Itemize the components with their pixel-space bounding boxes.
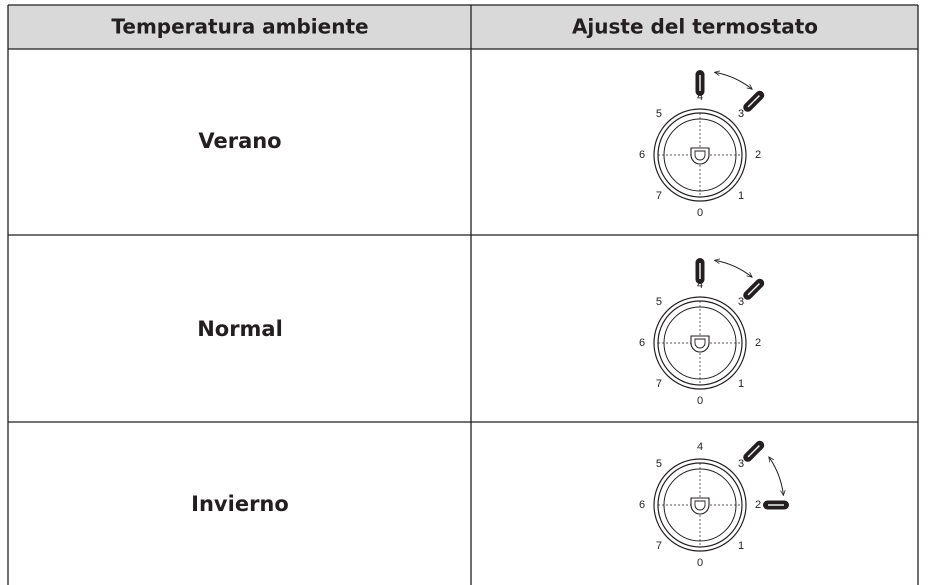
pointer <box>743 90 765 112</box>
row-label: Verano <box>198 129 281 153</box>
thermostat-dial: 0 1 2 3 4 5 6 7 <box>639 70 765 219</box>
dial-number: 5 <box>656 108 662 120</box>
rotation-arrow <box>715 260 752 277</box>
column-header: Ajuste del termostato <box>572 15 818 39</box>
dial-ring <box>653 296 747 390</box>
pointer-slot <box>747 95 760 108</box>
pointer <box>695 258 705 284</box>
thermostat-dial: 0 1 2 3 4 5 6 7 <box>639 258 765 407</box>
dial-number: 2 <box>755 149 761 161</box>
dial-number: 4 <box>697 91 703 103</box>
thermostat-dial: 0 1 2 3 4 5 6 7 <box>639 440 789 569</box>
dial-number: 1 <box>738 190 744 202</box>
dial-number: 3 <box>738 296 744 308</box>
dial-number: 7 <box>656 540 662 552</box>
dial-number: 3 <box>738 458 744 470</box>
header-background <box>8 5 918 49</box>
dial-number: 5 <box>656 296 662 308</box>
pointer <box>763 500 789 510</box>
dial-ring <box>653 458 747 552</box>
dial-number: 0 <box>697 557 703 569</box>
pointer <box>743 440 765 462</box>
knob <box>694 150 706 161</box>
dial-number: 6 <box>639 499 645 511</box>
dial-number: 1 <box>738 378 744 390</box>
column-header: Temperatura ambiente <box>111 15 368 39</box>
pointer <box>743 278 765 300</box>
dial-number: 5 <box>656 458 662 470</box>
dial-number: 1 <box>738 540 744 552</box>
dial-number: 7 <box>656 190 662 202</box>
dial-ring <box>653 108 747 202</box>
pointer-slot <box>747 445 760 458</box>
knob <box>690 147 710 165</box>
dial-number: 3 <box>738 108 744 120</box>
knob <box>690 335 710 353</box>
dial-number: 4 <box>697 441 703 453</box>
dial-number: 0 <box>697 207 703 219</box>
dial-number: 2 <box>755 499 761 511</box>
knob <box>694 500 706 511</box>
row-label: Invierno <box>191 492 289 516</box>
knob <box>690 497 710 515</box>
row-label: Normal <box>197 317 283 341</box>
pointer-slot <box>747 283 760 296</box>
knob <box>694 338 706 349</box>
dial-number: 0 <box>697 395 703 407</box>
dial-number: 4 <box>697 279 703 291</box>
pointer <box>695 70 705 96</box>
rotation-arrow <box>769 457 783 495</box>
dial-number: 6 <box>639 337 645 349</box>
dial-number: 6 <box>639 149 645 161</box>
dial-number: 2 <box>755 337 761 349</box>
dial-number: 7 <box>656 378 662 390</box>
rotation-arrow <box>715 72 752 89</box>
